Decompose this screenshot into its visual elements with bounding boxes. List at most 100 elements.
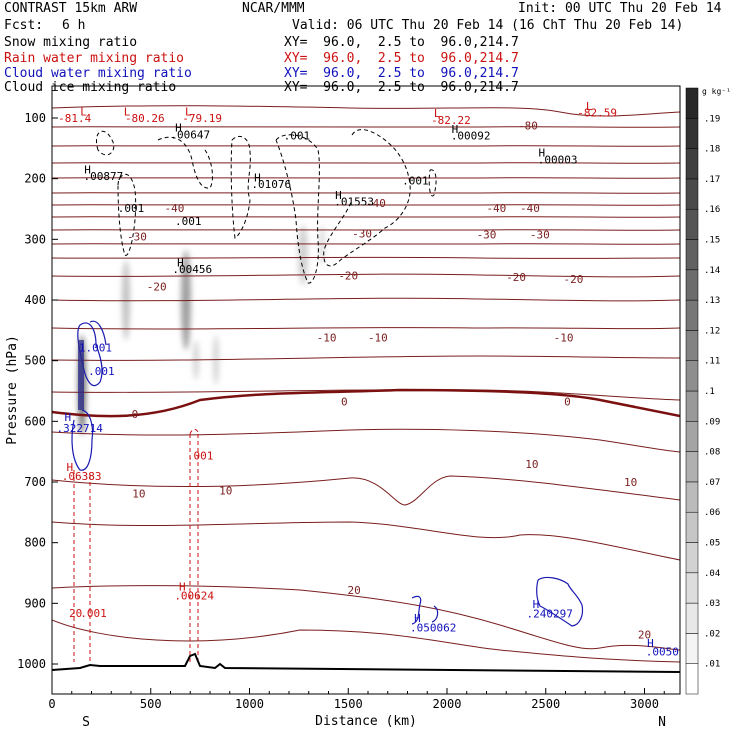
isotherm-label: -20 (506, 271, 526, 284)
x-tick-label: 2000 (433, 697, 462, 711)
cloud-water-contour (536, 576, 584, 627)
contour-annotation: .00092 (451, 130, 491, 143)
terrain-profile (51, 652, 681, 673)
colorbar-swatch (685, 360, 699, 392)
colorbar-tick-label: .1 (704, 387, 715, 397)
freezing-level-line (52, 388, 680, 418)
isotherm-label: 20 (348, 584, 361, 597)
contour-annotation: L (80, 105, 87, 118)
contour-annotation: L (586, 100, 593, 113)
isotherm-label: -20 (563, 273, 583, 286)
contour-annotation: .001 (118, 202, 145, 215)
contour-annotation: 1.001 (79, 341, 112, 354)
isotherm-line (52, 521, 680, 561)
isotherm-label: -30 (127, 230, 147, 243)
y-tick-label: 100 (24, 111, 46, 125)
x-tick-label: 3000 (630, 697, 659, 711)
colorbar-tick-label: .04 (704, 569, 720, 579)
colorbar-swatch (685, 330, 699, 361)
isotherm-line (52, 327, 680, 330)
contour-annotation: -82.59 (577, 107, 617, 120)
colorbar-tick-label: .05 (704, 539, 720, 549)
colorbar-swatch (685, 148, 699, 180)
isotherm-line (52, 256, 680, 259)
cloud-water-contour (89, 320, 107, 346)
contour-annotation: .001 (80, 607, 107, 620)
contour-annotation: -80.26 (125, 112, 165, 125)
terrain-line (51, 652, 681, 673)
contour-annotation: .01553 (334, 196, 374, 209)
contour-annotation: -82.22 (431, 114, 471, 127)
colorbar-swatch (685, 118, 699, 149)
contour-annotation: .050062 (410, 622, 456, 635)
isotherm-label: -20 (147, 281, 167, 294)
colorbar-swatch (685, 542, 699, 574)
cloud-ice-contour (117, 173, 137, 256)
isotherm-label: 20 (638, 628, 651, 641)
colorbar-tick-label: .18 (704, 145, 720, 155)
isotherm-line (52, 126, 680, 128)
contour-annotation: .01076 (251, 178, 291, 191)
colorbar-unit: g kg⁻¹ (702, 87, 731, 96)
isotherm-label: -40 (486, 202, 506, 215)
cloud-ice-contour (428, 169, 437, 197)
isotherm-label: -30 (530, 228, 550, 241)
y-tick-label: 800 (24, 536, 46, 550)
colorbar-tick-label: .07 (704, 478, 720, 488)
isotherm-line (52, 145, 680, 147)
field-name-cloud-water: Cloud water mixing ratio (4, 66, 192, 81)
contour-annotation: H (538, 147, 545, 160)
endpoint-left: S (82, 715, 90, 730)
contour-annotation: 20 (69, 607, 82, 620)
isotherm-label: 0 (132, 408, 139, 421)
contour-annotation: H (179, 580, 186, 593)
contour-annotation: .00877 (83, 170, 123, 183)
cloud-ice-contour (157, 136, 213, 189)
contour-annotation: H (66, 461, 73, 474)
colorbar: .01 .02 .03 .04 .05 .06 .07 .08 .09 .1 .11 .12 .13 .1… (685, 87, 731, 695)
isotherm-label: 10 (525, 458, 538, 471)
cloud-ice-contour (275, 134, 320, 284)
field-xy-cloud-water: XY= 96.0, 2.5 to 96.0,214.7 (284, 66, 519, 81)
contour-annotation: H (335, 189, 342, 202)
x-tick-label: 0 (48, 697, 55, 711)
contour-annotation: -79.19 (182, 112, 222, 125)
colorbar-swatch (685, 87, 699, 119)
isotherm-line (52, 243, 680, 245)
isotherm-line (52, 105, 680, 117)
isotherm-line (52, 177, 680, 179)
x-tick-label: 1000 (235, 697, 264, 711)
contour-annotation: .00647 (170, 128, 210, 141)
isotherm-label: -40 (366, 197, 386, 210)
colorbar-tick-label: .13 (704, 296, 720, 306)
y-tick-label: 200 (24, 172, 46, 186)
contour-annotation: H (177, 256, 184, 269)
isotherm-label: 10 (132, 488, 145, 501)
colorbar-tick-label: .08 (704, 448, 720, 458)
y-axis-label: Pressure (hPa) (5, 335, 20, 445)
contour-annotation: .06383 (62, 470, 102, 483)
org-label: NCAR/MMM (242, 1, 305, 16)
cloud-water-contour (71, 409, 94, 471)
isotherm-line (52, 475, 680, 506)
y-tick-label: 500 (24, 354, 46, 368)
field-xy-cloud-ice: XY= 96.0, 2.5 to 96.0,214.7 (284, 80, 519, 95)
colorbar-swatch (685, 511, 699, 543)
contour-annotation: H (533, 598, 540, 611)
isotherm-label: 10 (219, 484, 232, 497)
model-title: CONTRAST 15km ARW (4, 1, 138, 16)
isotherm-line (52, 585, 680, 651)
cloud-water-contour (431, 605, 439, 623)
contour-annotation: .00456 (172, 263, 212, 276)
valid-time: Valid: 06 UTC Thu 20 Feb 14 (16 ChT Thu … (292, 18, 684, 33)
contour-annotation: H (452, 123, 459, 136)
contour-annotation: -81.4 (58, 112, 91, 125)
isotherm-label: -40 (520, 202, 540, 215)
y-tick-label: 300 (24, 232, 46, 246)
isotherm-line (52, 619, 680, 663)
colorbar-tick-label: .09 (704, 417, 720, 427)
isotherm-label: 10 (624, 476, 637, 489)
colorbar-swatch (685, 421, 699, 452)
colorbar-tick-label: .01 (704, 660, 720, 670)
